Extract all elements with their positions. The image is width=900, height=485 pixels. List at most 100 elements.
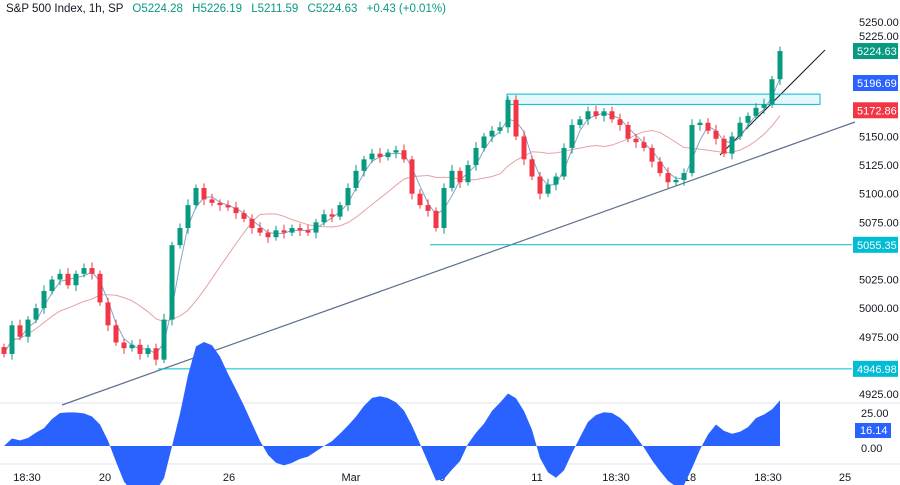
candle-body bbox=[665, 173, 671, 183]
price-label-badge bbox=[853, 75, 898, 92]
candle bbox=[417, 189, 423, 209]
candle bbox=[665, 167, 671, 188]
candle bbox=[377, 147, 383, 163]
candle-body bbox=[233, 207, 239, 214]
x-tick-label: 18:30 bbox=[602, 472, 630, 484]
candle bbox=[569, 119, 575, 154]
y-tick-label: 5150.00 bbox=[859, 131, 899, 143]
candle bbox=[9, 320, 15, 360]
candle bbox=[41, 285, 47, 314]
candle bbox=[137, 339, 143, 360]
candle-body bbox=[449, 170, 455, 188]
candle-body bbox=[441, 187, 447, 229]
candle-body bbox=[193, 187, 199, 206]
candle-body bbox=[593, 111, 599, 116]
candle bbox=[1, 343, 7, 358]
candle bbox=[233, 201, 239, 219]
x-tick-label: 20 bbox=[99, 472, 111, 484]
candle-body bbox=[161, 319, 167, 360]
candle-body bbox=[185, 205, 191, 229]
candle bbox=[17, 319, 23, 341]
candle bbox=[89, 262, 95, 280]
candle bbox=[409, 155, 415, 200]
candle bbox=[673, 176, 679, 186]
candle bbox=[769, 75, 775, 108]
candle bbox=[241, 209, 247, 223]
candle bbox=[353, 165, 359, 192]
candle bbox=[625, 121, 631, 143]
y-tick-label: 5100.00 bbox=[859, 189, 899, 201]
candle bbox=[753, 103, 759, 120]
candle bbox=[145, 344, 151, 358]
candle bbox=[737, 117, 743, 140]
candle bbox=[193, 184, 199, 209]
candle bbox=[369, 149, 375, 163]
candle-body bbox=[369, 153, 375, 160]
y-tick-label: 5025.00 bbox=[859, 275, 899, 287]
symbol-title[interactable]: S&P 500 Index, 1h, SP bbox=[6, 3, 124, 15]
price-label: 5224.63 bbox=[857, 46, 897, 58]
price-label: 5196.69 bbox=[857, 78, 897, 90]
candle bbox=[169, 241, 175, 326]
candle-body bbox=[753, 107, 759, 116]
candle bbox=[97, 270, 103, 306]
x-tick-label: Mar bbox=[342, 472, 361, 484]
candle bbox=[265, 229, 271, 243]
candle bbox=[585, 106, 591, 126]
x-tick-label: 25 bbox=[839, 472, 851, 484]
candle-body bbox=[425, 205, 431, 211]
price-label: 5055.35 bbox=[857, 240, 897, 252]
y-tick-label: 4925.00 bbox=[859, 389, 899, 401]
candle bbox=[401, 144, 407, 163]
x-tick-label: 26 bbox=[223, 472, 235, 484]
candle-body bbox=[289, 228, 295, 233]
candle bbox=[81, 263, 87, 278]
candle bbox=[449, 165, 455, 192]
candle-body bbox=[417, 193, 423, 206]
candle-body bbox=[65, 273, 71, 286]
candle-body bbox=[761, 104, 767, 108]
trendline-support bbox=[61, 121, 856, 406]
candle-body bbox=[145, 348, 151, 354]
candle-body bbox=[433, 210, 439, 229]
candle bbox=[505, 96, 511, 134]
oscillator-tick-label: 25.00 bbox=[861, 408, 889, 420]
candle-body bbox=[729, 136, 735, 154]
price-label-badge bbox=[853, 360, 898, 377]
close-value: C5224.63 bbox=[307, 3, 358, 15]
candle bbox=[529, 155, 535, 180]
candle-body bbox=[121, 342, 127, 349]
candle-body bbox=[625, 125, 631, 139]
candle bbox=[537, 171, 543, 200]
candle-body bbox=[137, 344, 143, 354]
candle bbox=[385, 149, 391, 161]
candle bbox=[609, 106, 615, 123]
candle bbox=[321, 209, 327, 226]
candle-body bbox=[169, 245, 175, 320]
candle bbox=[65, 268, 71, 289]
candle-body bbox=[497, 127, 503, 131]
candle-body bbox=[201, 187, 207, 200]
slow-moving-average bbox=[3, 115, 781, 355]
candle-body bbox=[97, 273, 103, 303]
candle bbox=[297, 223, 303, 237]
candle-body bbox=[657, 161, 663, 174]
candle-body bbox=[633, 138, 639, 143]
candle-body bbox=[673, 179, 679, 183]
candle-body bbox=[57, 273, 63, 280]
candle-body bbox=[33, 308, 39, 320]
oscillator-area bbox=[0, 342, 780, 485]
candle bbox=[593, 105, 599, 120]
candle-body bbox=[41, 290, 47, 309]
candle-body bbox=[553, 176, 559, 185]
candle bbox=[105, 297, 111, 332]
candle-body bbox=[305, 230, 311, 233]
candle-body bbox=[705, 122, 711, 131]
price-label: 5172.86 bbox=[857, 105, 897, 117]
candle bbox=[305, 224, 311, 237]
candle bbox=[257, 222, 263, 237]
candle-body bbox=[281, 230, 287, 233]
candle bbox=[273, 225, 279, 241]
